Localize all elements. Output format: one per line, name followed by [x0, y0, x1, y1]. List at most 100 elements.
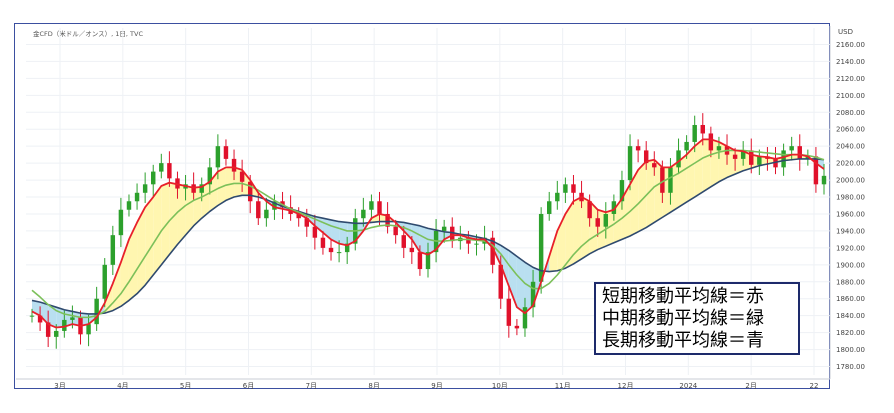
candle-body: [635, 146, 641, 151]
moving-averages: [31, 138, 825, 329]
candle-body: [805, 156, 811, 159]
candle-body: [668, 167, 673, 193]
ma-fill-segment: [686, 146, 695, 203]
y-tick-label: 2040.00: [836, 143, 865, 151]
candle-body: [239, 171, 245, 182]
y-tick-label: 1940.00: [836, 227, 865, 235]
y-tick-label: 2100.00: [836, 92, 865, 100]
ma-fill-segment: [48, 304, 57, 328]
candle-body: [159, 163, 164, 172]
candle-body: [54, 330, 59, 337]
candle-body: [652, 163, 657, 168]
candle-body: [29, 315, 35, 317]
candle-body: [627, 146, 633, 181]
candle-body: [700, 124, 705, 134]
candle-body: [102, 264, 107, 299]
candle-body: [401, 235, 406, 248]
ma-fill-segment: [678, 154, 687, 208]
candle-body: [749, 150, 754, 165]
ma-fill-segment: [702, 139, 711, 192]
x-tick-label: 5月: [180, 382, 191, 390]
ma-fill-segment: [177, 184, 186, 245]
y-tick-label: 2120.00: [836, 75, 865, 83]
ma-fill-segment: [646, 159, 655, 228]
candle-body: [256, 201, 261, 219]
ma-fill-segment: [185, 186, 194, 236]
x-tick-label: 2月: [745, 382, 756, 390]
ma-fill-segment: [128, 222, 138, 301]
y-tick-label: 2060.00: [836, 126, 865, 134]
y-tick-label: 1860.00: [836, 295, 865, 303]
candle-body: [708, 133, 714, 151]
x-tick-label: 4月: [117, 382, 128, 390]
x-tick-label: 2024: [679, 382, 697, 390]
candle-body: [393, 226, 398, 236]
candle-body: [563, 184, 568, 193]
candle-body: [587, 201, 592, 219]
candle-body: [466, 237, 471, 244]
candle-body: [231, 158, 237, 172]
ma-fill-segment: [516, 256, 525, 314]
candle-body: [684, 141, 689, 151]
candle-body: [450, 226, 455, 242]
candle-body: [142, 184, 148, 193]
candle-body: [272, 201, 277, 210]
candle-body: [62, 319, 67, 331]
candle-body: [757, 156, 762, 165]
y-tick-label: 1900.00: [836, 261, 865, 269]
candle-body: [732, 154, 738, 159]
candle-body: [538, 213, 544, 282]
ma-fill-segment: [549, 230, 558, 272]
candle-body: [312, 226, 318, 238]
candle-body: [555, 192, 560, 202]
candle-body: [151, 171, 156, 185]
ma-fill-segment: [565, 201, 574, 269]
x-tick-label: 22: [810, 382, 819, 390]
candle-body: [797, 146, 802, 159]
y-tick-label: 1800.00: [836, 346, 865, 354]
candle-body: [37, 315, 43, 323]
candle-body: [474, 243, 479, 245]
ma-fill-segment: [339, 221, 348, 246]
candle-body: [692, 124, 697, 142]
ma-fill-segment: [145, 197, 154, 286]
ma-fill-segment: [153, 186, 162, 275]
legend-long-ma: 長期移動平均線＝青: [602, 330, 764, 351]
y-tick-label: 2020.00: [836, 160, 865, 168]
ma-fill-segment: [193, 186, 202, 226]
y-axis: USD 1780.00 1800.00 1820.00 1840.00 1860.00 1…: [829, 26, 865, 379]
candle-body: [377, 201, 382, 214]
x-tick-label: 12月: [618, 382, 634, 390]
candle-body: [264, 209, 269, 219]
candle-body: [247, 181, 253, 202]
ma-fill-segment: [40, 302, 49, 325]
ma-fill-segment: [508, 250, 517, 308]
candle-body: [304, 218, 309, 227]
candle-body: [781, 150, 786, 168]
y-tick-label: 2080.00: [836, 109, 865, 117]
x-tick-label: 11月: [555, 382, 571, 390]
ma-fill-segment: [161, 182, 170, 265]
ma-fill-segment: [638, 161, 647, 232]
candle-body: [45, 322, 51, 337]
x-tick-label: 8月: [368, 382, 379, 390]
y-tick-label: 1980.00: [836, 194, 865, 202]
ma-fill-segment: [169, 182, 178, 255]
ma-fill-segment: [403, 222, 412, 240]
y-tick-label: 2000.00: [836, 177, 865, 185]
y-axis-unit-label: USD: [838, 28, 853, 36]
x-axis: 3月 4月 5月 6月 7月 8月 9月 10月 11月 12月 2024 2月 22: [16, 378, 830, 390]
ma-fill-segment: [630, 169, 639, 237]
candle-body: [611, 201, 617, 214]
candle-body: [86, 324, 91, 335]
candle-body: [409, 247, 415, 253]
y-tick-label: 2140.00: [836, 58, 865, 66]
candle-body: [530, 281, 536, 308]
x-tick-label: 6月: [243, 382, 254, 390]
candle-body: [498, 264, 503, 299]
candle-body: [344, 243, 350, 253]
candle-body: [361, 209, 366, 219]
legend-short-ma: 短期移動平均線＝赤: [602, 286, 764, 307]
chart-title: 金CFD（米ドル／オンス）, 1日, TVC: [33, 30, 144, 38]
